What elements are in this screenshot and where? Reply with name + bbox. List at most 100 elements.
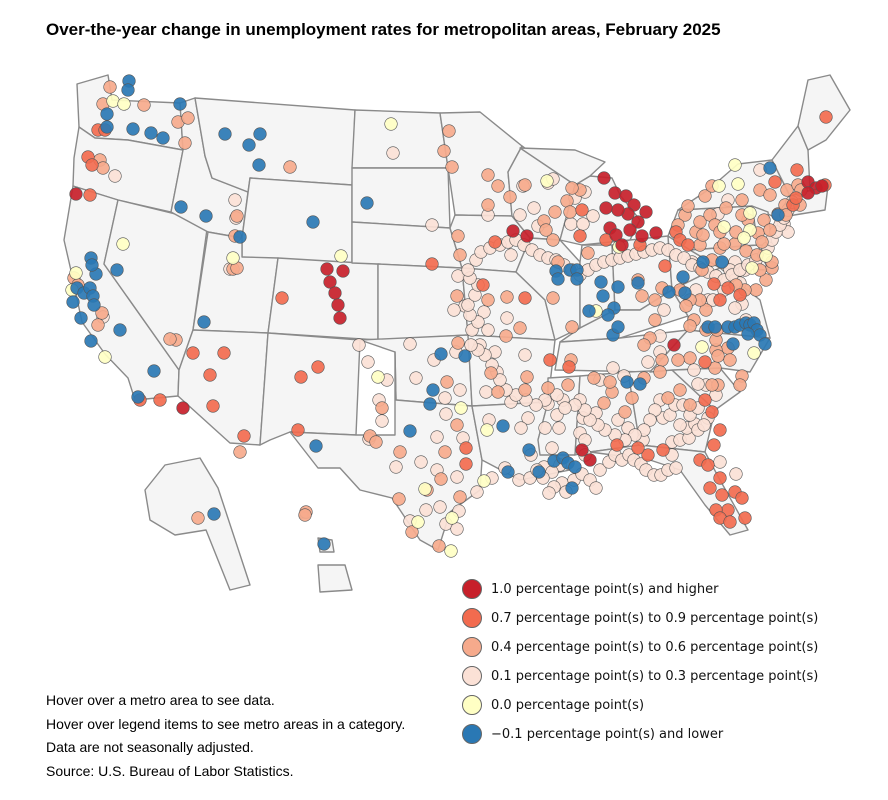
metro-area-dot[interactable] [728,301,742,315]
metro-area-dot[interactable] [527,201,541,215]
metro-area-dot[interactable] [311,360,325,374]
metro-area-dot[interactable] [693,215,707,229]
metro-area-dot[interactable] [789,191,803,205]
metro-area-dot[interactable] [237,429,251,443]
metro-area-dot[interactable] [780,183,794,197]
metro-area-dot[interactable] [698,189,712,203]
metro-area-dot[interactable] [637,338,651,352]
metro-area-dot[interactable] [522,443,536,457]
metro-area-dot[interactable] [611,280,625,294]
metro-area-dot[interactable] [543,353,557,367]
metro-area-dot[interactable] [546,233,560,247]
metro-area-dot[interactable] [110,263,124,277]
metro-area-dot[interactable] [69,187,83,201]
metro-area-dot[interactable] [369,435,383,449]
metro-area-dot[interactable] [144,126,158,140]
metro-area-dot[interactable] [252,158,266,172]
metro-area-dot[interactable] [440,375,454,389]
metro-area-dot[interactable] [573,229,587,243]
metro-area-dot[interactable] [131,390,145,404]
metro-area-dot[interactable] [687,363,701,377]
metro-area-dot[interactable] [541,381,555,395]
metro-area-dot[interactable] [565,181,579,195]
metro-area-dot[interactable] [458,349,472,363]
metro-area-dot[interactable] [438,445,452,459]
metro-area-dot[interactable] [499,329,513,343]
metro-area-dot[interactable] [389,460,403,474]
metro-area-dot[interactable] [759,273,773,287]
metro-area-dot[interactable] [717,237,731,251]
metro-area-dot[interactable] [352,338,366,352]
metro-area-dot[interactable] [518,348,532,362]
metro-area-dot[interactable] [726,337,740,351]
metro-area-dot[interactable] [790,163,804,177]
metro-area-dot[interactable] [593,463,607,477]
metro-area-dot[interactable] [445,160,459,174]
metro-area-dot[interactable] [639,205,653,219]
metro-area-dot[interactable] [85,158,99,172]
metro-area-dot[interactable] [733,378,747,392]
metro-area-dot[interactable] [755,235,769,249]
metro-area-dot[interactable] [306,215,320,229]
metro-area-dot[interactable] [411,515,425,529]
metro-area-dot[interactable] [108,169,122,183]
metro-area-dot[interactable] [453,383,467,397]
metro-area-dot[interactable] [815,179,829,193]
metro-area-dot[interactable] [696,228,710,242]
metro-area-dot[interactable] [501,465,515,479]
metro-area-dot[interactable] [291,423,305,437]
metro-area-dot[interactable] [481,323,495,337]
metro-area-dot[interactable] [771,208,785,222]
metro-area-dot[interactable] [558,401,572,415]
metro-area-dot[interactable] [461,263,475,277]
metro-area-dot[interactable] [735,491,749,505]
metro-area-dot[interactable] [451,336,465,350]
metro-area-dot[interactable] [430,430,444,444]
metro-area-dot[interactable] [546,291,560,305]
metro-area-dot[interactable] [707,277,721,291]
metro-area-dot[interactable] [479,385,493,399]
metro-area-dot[interactable] [707,438,721,452]
metro-area-dot[interactable] [84,334,98,348]
metro-area-dot[interactable] [323,275,337,289]
metro-area-dot[interactable] [731,177,745,191]
metro-area-dot[interactable] [552,421,566,435]
metro-area-dot[interactable] [147,364,161,378]
metro-area-dot[interactable] [620,375,634,389]
metro-area-dot[interactable] [454,401,468,415]
metro-area-dot[interactable] [504,248,518,262]
legend-item-1-0-and-higher[interactable]: 1.0 percentage point(s) and higher [462,578,718,600]
metro-area-dot[interactable] [438,391,452,405]
metro-area-dot[interactable] [801,186,815,200]
metro-area-dot[interactable] [599,201,613,215]
metro-area-dot[interactable] [203,368,217,382]
metro-area-dot[interactable] [500,311,514,325]
metro-area-dot[interactable] [434,472,448,486]
metro-area-dot[interactable] [819,110,833,124]
metro-area-dot[interactable] [545,441,559,455]
metro-area-dot[interactable] [95,306,109,320]
metro-area-dot[interactable] [450,470,464,484]
metro-area-dot[interactable] [611,320,625,334]
metro-area-dot[interactable] [176,401,190,415]
metro-area-dot[interactable] [563,205,577,219]
metro-area-dot[interactable] [539,223,553,237]
metro-area-dot[interactable] [230,209,244,223]
metro-area-dot[interactable] [641,448,655,462]
metro-area-dot[interactable] [419,503,433,517]
metro-area-dot[interactable] [576,217,590,231]
metro-area-dot[interactable] [178,136,192,150]
metro-area-dot[interactable] [423,397,437,411]
metro-area-dot[interactable] [477,474,491,488]
metro-area-dot[interactable] [609,228,623,242]
metro-area-dot[interactable] [477,305,491,319]
metro-area-dot[interactable] [433,500,447,514]
metro-area-dot[interactable] [66,295,80,309]
legend-item-minus-0-1-and-lower[interactable]: −0.1 percentage point(s) and lower [462,723,723,745]
metro-area-dot[interactable] [633,377,647,391]
metro-area-dot[interactable] [375,401,389,415]
metro-area-dot[interactable] [715,255,729,269]
metro-area-dot[interactable] [85,258,99,272]
metro-area-dot[interactable] [673,418,687,432]
metro-area-dot[interactable] [163,332,177,346]
